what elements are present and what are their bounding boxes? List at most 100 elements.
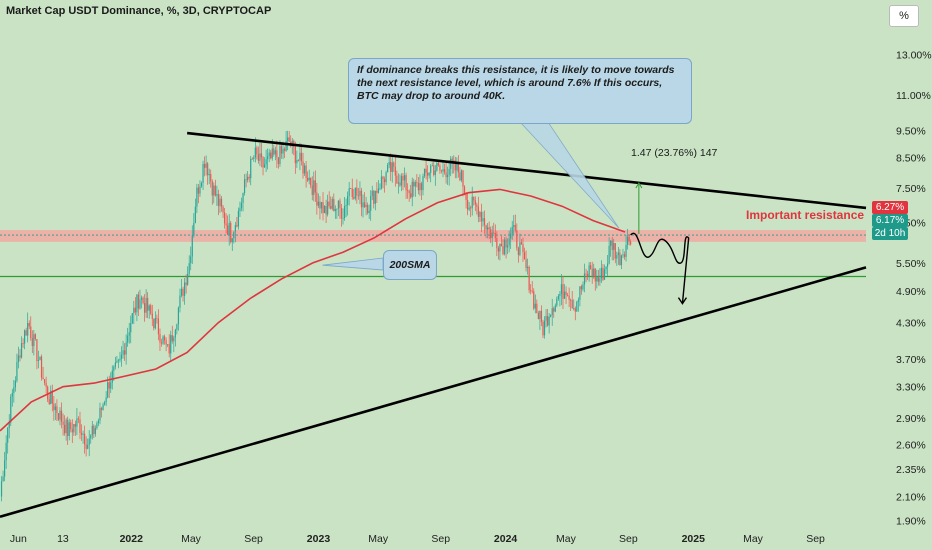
chart-title: Market Cap USDT Dominance, %, 3D, CRYPTO… [6,5,272,17]
candle-body [320,202,323,209]
candle-body [4,460,6,477]
candle-body [96,423,98,429]
candle-body [94,428,96,435]
candle-body [268,152,270,157]
candle-body [317,201,320,206]
candle-body [220,198,223,207]
candle-body [416,182,418,184]
x-tick-label: Jun [10,533,27,545]
candle-body [385,172,387,183]
candle-body [310,177,312,186]
price-badge-resistance: 6.27% [872,201,908,214]
candle-body [328,201,330,207]
candle-body [376,190,378,193]
candle-body [308,177,310,181]
unit-toggle-button[interactable]: % [889,5,919,27]
candle-body [39,356,41,361]
candle-body [159,334,161,343]
candle-body [427,172,429,176]
candle-body [586,274,589,277]
candle-body [414,182,416,187]
candle-body [251,158,253,160]
candle-body [208,174,210,176]
candle-body [540,310,543,323]
candle-body [599,278,601,282]
candle-body [5,442,7,461]
candle-body [162,336,164,344]
candle-body [591,268,593,276]
candle-body [307,177,309,181]
candle-body [576,301,578,312]
candle-body [211,181,213,196]
candle-body [510,233,512,239]
candle-body [420,183,423,191]
candle-body [526,266,529,269]
candle-body [494,233,496,239]
candle-body [388,161,390,166]
candle-body [600,267,603,279]
candle-body [422,176,424,191]
candle-body [319,201,321,209]
candle-body [302,161,304,174]
candle-body [413,181,415,187]
candle-body [353,196,355,199]
candle-body [173,337,175,342]
candle-body [270,152,272,159]
x-tick-label: May [743,533,764,545]
candle-body [534,303,536,309]
candle-body [303,165,306,174]
candle-body [130,323,132,333]
candle-body [553,308,555,312]
candle-body [24,330,26,344]
candle-body [200,182,203,187]
candle-body [150,305,152,314]
candle-body [191,235,193,257]
candle-body [480,212,483,222]
candle-body [528,266,530,291]
candle-body [465,194,467,200]
candle-body [168,344,170,354]
candle-body [608,245,610,264]
candle-body [448,168,450,175]
candle-body [622,254,624,256]
candle-body [597,277,599,282]
candle-body [65,419,67,434]
candle-body [436,163,438,171]
candle-body [40,356,43,378]
y-tick-label: 2.35% [896,464,926,476]
candle-body [617,252,619,256]
y-tick-label: 3.30% [896,382,926,394]
candle-body [182,288,184,296]
candle-body [546,316,549,326]
candle-body [456,163,458,171]
candle-body [117,360,120,362]
candle-body [610,240,612,246]
candle-body [84,433,86,445]
candle-body [613,243,615,250]
candle-body [471,196,473,209]
y-tick-label: 1.90% [896,516,926,528]
candle-body [502,246,504,255]
candle-body [394,166,396,176]
candle-body [116,361,118,363]
candle-body [625,244,627,257]
candle-body [234,225,236,232]
x-tick-label: Sep [619,533,638,545]
candle-body [442,169,444,172]
candle-body [488,227,490,230]
candle-body [330,206,332,209]
candle-body [325,205,327,215]
candle-body [179,295,181,308]
candle-body [133,307,135,314]
candle-body [199,186,201,194]
candle-body [596,277,598,282]
candle-body [340,207,343,219]
candle-body [80,432,83,435]
candle-body [570,299,572,301]
candle-body [257,154,260,161]
candle-body [514,225,516,231]
candle-body [519,242,521,255]
candle-body [247,176,249,180]
candle-body [403,175,406,181]
candle-body [311,185,313,195]
